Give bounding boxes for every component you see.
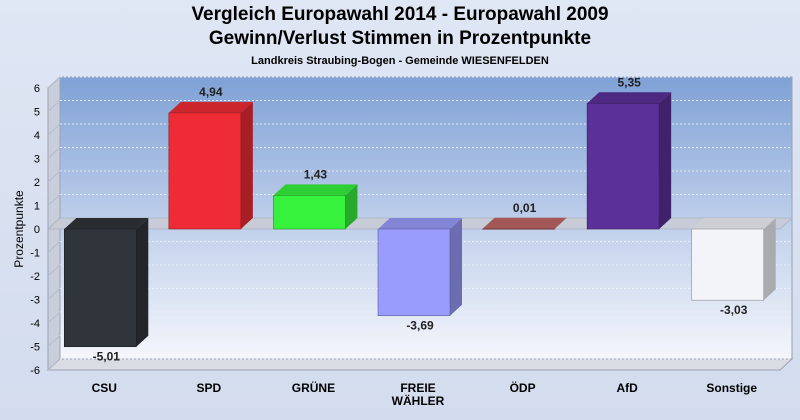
- gridline-side: [47, 76, 61, 89]
- bar-top: [168, 101, 253, 113]
- bar-top: [378, 218, 462, 229]
- gridline-side: [47, 335, 61, 347]
- bar-top: [691, 218, 776, 229]
- gridline-side: [47, 288, 61, 300]
- gridline-side: [47, 311, 61, 324]
- chart-title: Vergleich Europawahl 2014 - Europawahl 2…: [191, 4, 609, 25]
- x-tick-label: GRÜNE: [292, 380, 335, 395]
- bar-value-label: -3,69: [406, 319, 434, 333]
- bar-value-label: 1,43: [304, 167, 328, 181]
- gridline-side: [47, 123, 61, 136]
- gridline-side: [47, 264, 61, 277]
- x-tick-label: AfD: [616, 381, 638, 395]
- bar-grüne: [273, 184, 358, 230]
- y-tick-label: 3: [34, 154, 40, 166]
- bar-side: [763, 218, 776, 301]
- y-tick-label: 4: [34, 130, 40, 142]
- bar-side: [450, 218, 462, 316]
- gridline-side: [47, 100, 61, 112]
- bar-value-label: -3,03: [720, 303, 748, 317]
- y-tick-label: 1: [34, 201, 40, 213]
- x-tick-label: CSU: [92, 381, 117, 395]
- y-tick-label: -2: [30, 271, 40, 283]
- y-tick-label: -6: [30, 365, 40, 377]
- gridline-side: [47, 241, 61, 253]
- chart-subtitle: Gewinn/Verlust Stimmen in Prozentpunkte: [208, 28, 592, 49]
- bar-side: [240, 101, 253, 229]
- gridline-side: [47, 358, 61, 371]
- x-tick-label: Sonstige: [706, 381, 757, 395]
- y-axis-label: Prozentpunkte: [12, 190, 26, 268]
- y-tick-label: -4: [30, 318, 40, 330]
- y-tick-label: -3: [30, 295, 40, 307]
- y-tick-label: 6: [34, 83, 40, 95]
- bar-top: [482, 217, 567, 229]
- y-tick-label: 2: [34, 177, 40, 189]
- bar-top: [64, 218, 149, 229]
- gridline-side: [47, 170, 61, 183]
- bar-value-label: 5,35: [617, 75, 641, 89]
- x-tick-label: WÄHLER: [392, 393, 445, 408]
- bar-side: [345, 184, 358, 229]
- bar-front: [63, 228, 137, 348]
- bar-front: [482, 228, 555, 230]
- y-tick-label: -1: [30, 248, 40, 260]
- y-tick-label: 0: [34, 224, 40, 236]
- bar-side: [554, 217, 567, 229]
- chart-region-label: Landkreis Straubing-Bogen - Gemeinde WIE…: [251, 55, 549, 67]
- bar-value-label: -5,01: [93, 350, 121, 364]
- bar-front: [586, 102, 660, 230]
- bar-front: [168, 112, 242, 230]
- bar-side: [659, 92, 672, 230]
- x-tick-label: FREIE: [400, 381, 435, 395]
- bar-spd: [168, 101, 253, 230]
- bar-afd: [586, 92, 672, 230]
- x-tick-label: ÖDP: [510, 380, 536, 395]
- bar-front: [691, 228, 765, 301]
- y-tick-label: -5: [30, 342, 40, 354]
- gridline-side: [47, 194, 61, 206]
- bar-freie-wähler: [377, 218, 462, 317]
- bar-ödp: [482, 217, 567, 230]
- gridline-side: [47, 147, 61, 159]
- bar-csu: [63, 218, 149, 348]
- x-tick-label: SPD: [197, 381, 222, 395]
- bar-front: [273, 195, 346, 230]
- bar-top: [273, 184, 358, 196]
- bar-sonstige: [691, 218, 776, 301]
- bar-side: [136, 218, 149, 347]
- y-tick-label: 5: [34, 107, 40, 119]
- bar-value-label: 4,94: [199, 85, 223, 99]
- bar-top: [587, 92, 672, 104]
- plot-floor: [46, 358, 794, 371]
- bar-value-label: 0,01: [513, 201, 537, 215]
- bar-front: [377, 228, 451, 317]
